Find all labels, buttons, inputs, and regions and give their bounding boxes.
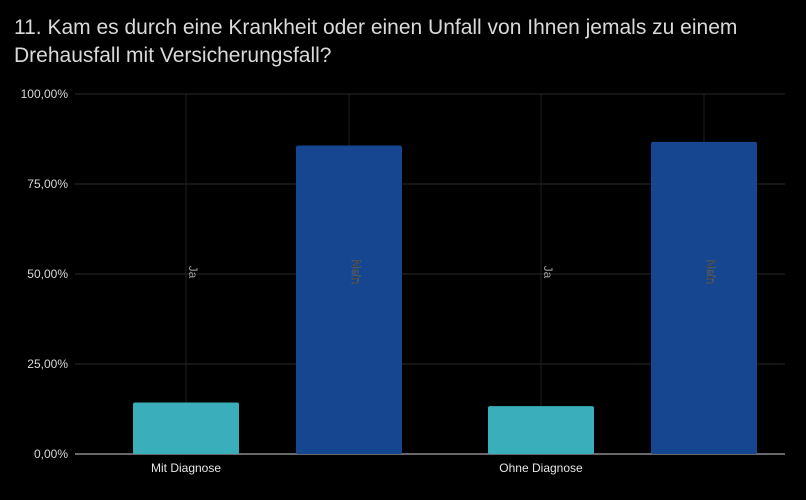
category-label: Ohne Diagnose xyxy=(499,461,583,475)
series-label: Ja xyxy=(541,266,555,279)
bar-nein xyxy=(296,145,402,455)
chart-title: 11. Kam es durch eine Krankheit oder ein… xyxy=(14,16,738,67)
series-label: Nein xyxy=(349,260,363,285)
bar-ja xyxy=(133,402,239,454)
bar-ja xyxy=(488,406,594,454)
bar-nein xyxy=(651,141,757,454)
y-tick-label: 0,00% xyxy=(34,447,68,461)
y-tick-label: 75,00% xyxy=(27,177,68,191)
series-label: Ja xyxy=(186,266,200,279)
y-tick-label: 100,00% xyxy=(21,87,69,101)
series-label: Nein xyxy=(704,260,718,285)
y-tick-label: 25,00% xyxy=(27,357,68,371)
y-tick-label: 50,00% xyxy=(27,267,68,281)
category-label: Mit Diagnose xyxy=(151,461,221,475)
